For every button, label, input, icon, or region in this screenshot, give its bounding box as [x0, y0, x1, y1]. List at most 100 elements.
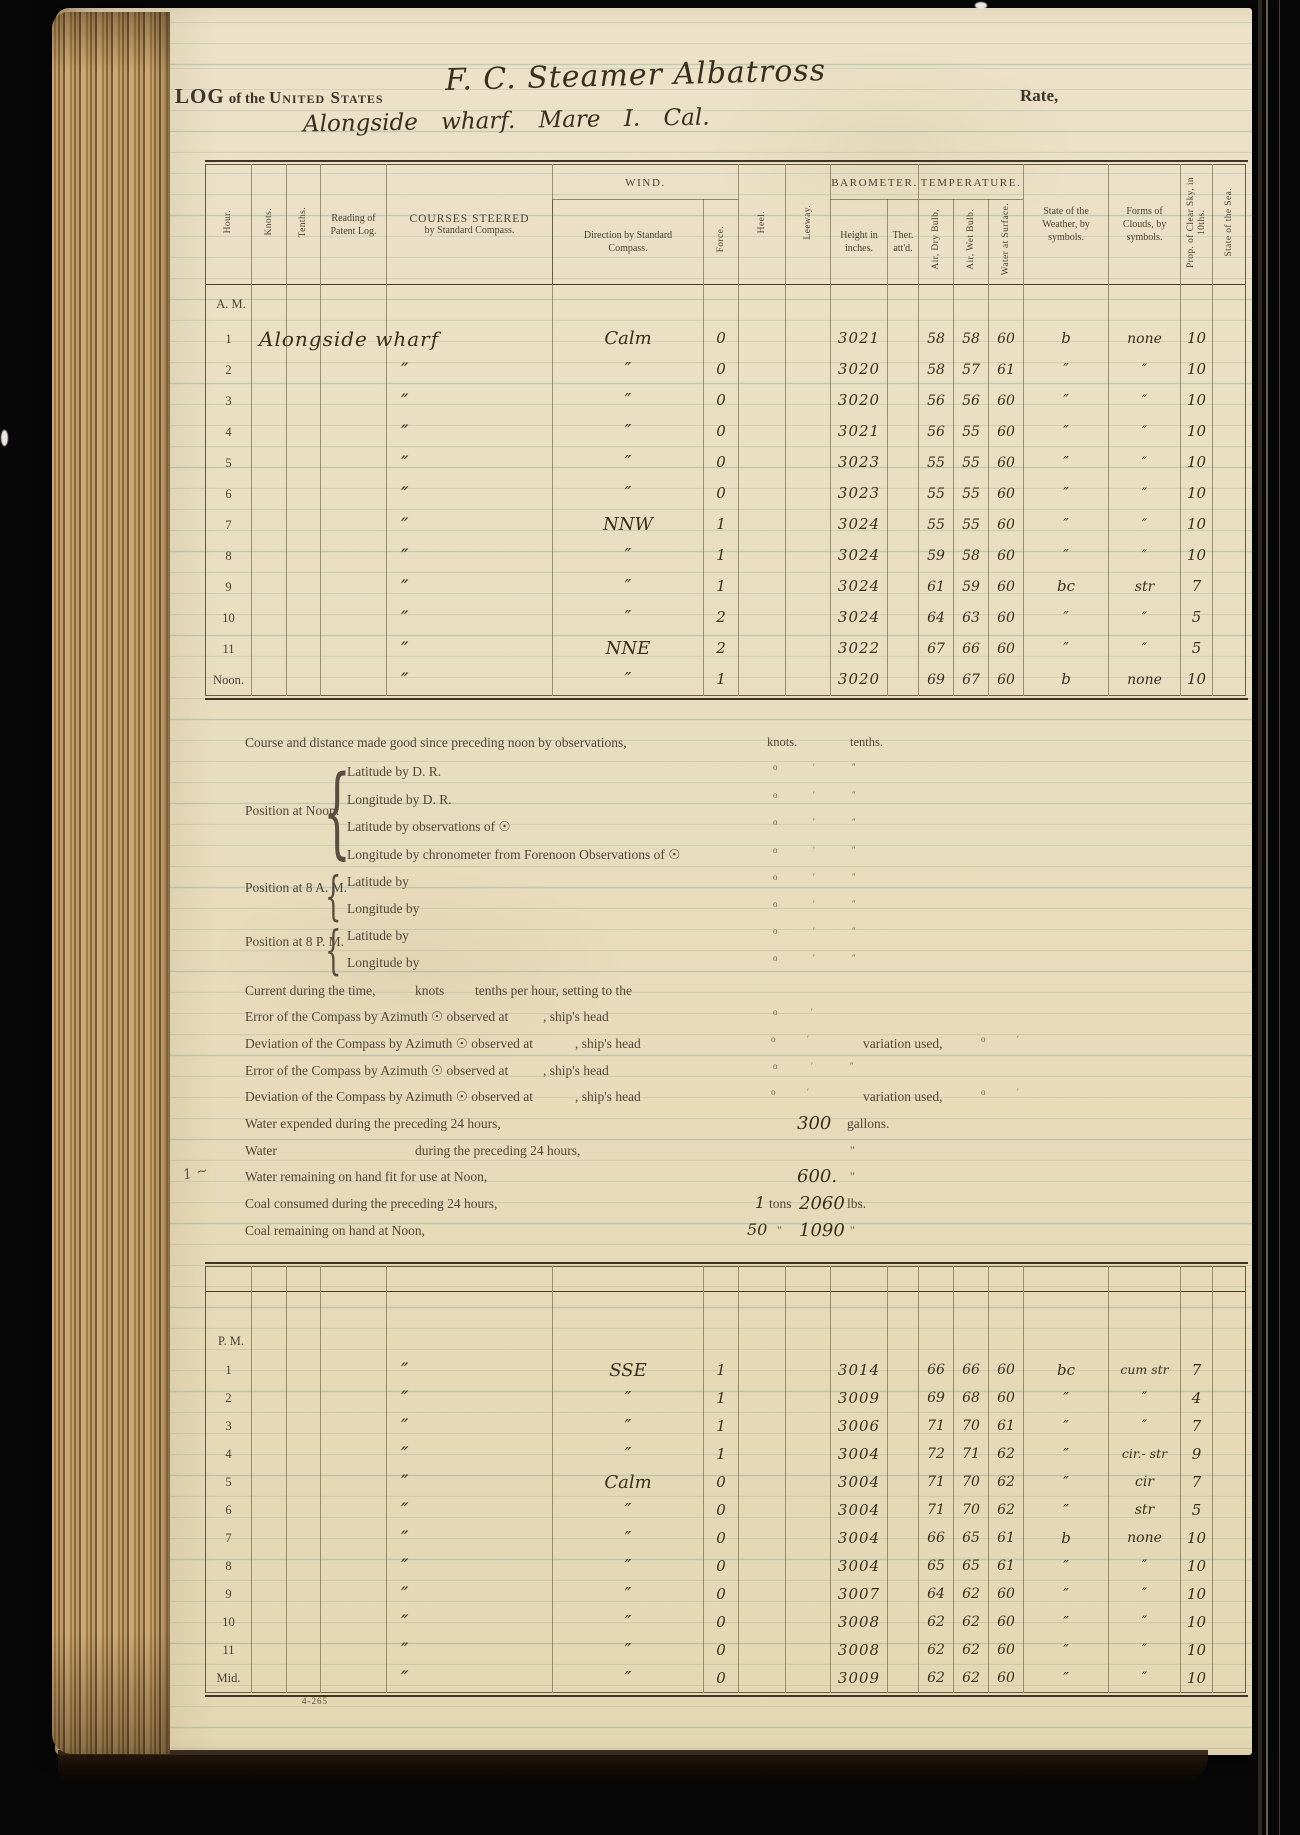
cell-wet: 55: [953, 447, 989, 478]
value-wind: ″: [624, 1443, 632, 1465]
degree-mark: o: [773, 1061, 778, 1071]
wind-direction-line2: Compass.: [608, 243, 648, 254]
value-wind: ″: [624, 359, 632, 380]
cell-weather: ″: [1023, 540, 1109, 571]
degree-mark: o: [773, 899, 778, 909]
cell-hour: 2: [205, 354, 252, 385]
value-clouds: ″: [1141, 454, 1148, 471]
cell-water: 62: [988, 1440, 1024, 1468]
air-dry-bulb-header: Air, Dry Bulb,: [918, 199, 954, 285]
cell-dry: 55: [918, 478, 954, 509]
value-wet: 70: [962, 1474, 980, 1490]
value-water: 60: [997, 547, 1015, 564]
log-row: 9 ″ ″ 0 3007 64 62 60 ″ ″ 10: [205, 1580, 1246, 1608]
value-course: ″: [401, 357, 409, 382]
cell-bar: 3004: [830, 1468, 888, 1496]
leeway-header: Leeway.: [785, 164, 831, 285]
log-row: P. M.: [205, 1291, 1246, 1356]
cell-force: 1: [703, 664, 739, 696]
cell-heel: [738, 571, 786, 602]
water-surface-header: Water at Surface.: [987, 199, 1025, 285]
value-wet: 68: [962, 1390, 980, 1406]
cell-tenths: [286, 447, 321, 478]
cell-ther: [887, 571, 919, 602]
clouds-header: Forms of Clouds, by symbols.: [1108, 164, 1181, 285]
cell-weather: ″: [1023, 1496, 1109, 1524]
value-force: 1: [716, 1360, 726, 1379]
cell-sky: 10: [1180, 385, 1213, 416]
cell-tenths: [286, 284, 321, 323]
value-wet: 67: [962, 671, 980, 688]
value-water: 60: [997, 609, 1015, 626]
cell-clouds: str: [1108, 571, 1181, 602]
current-line: Current during the time, knots tenths pe…: [55, 983, 1252, 1007]
cell-bar: 3021: [830, 416, 888, 447]
degree-mark: o: [773, 953, 778, 963]
cell-knots: [251, 1608, 287, 1636]
cell-wind: NNW: [552, 509, 704, 540]
cell-heel: [738, 354, 786, 385]
cell-tenths: [286, 1580, 321, 1608]
value-water: 61: [997, 1558, 1015, 1574]
cell-sea: [1212, 385, 1247, 416]
minute-mark: ′: [807, 1087, 809, 1097]
log-row: A. M.: [205, 284, 1247, 323]
cell-tenths: [286, 1664, 321, 1693]
value-sky: 10: [1186, 422, 1207, 440]
cell-weather: ″: [1023, 1552, 1109, 1580]
cell-course: ″: [386, 633, 553, 664]
cell-force: 0: [703, 1552, 739, 1580]
gallons-label: gallons.: [847, 1116, 890, 1131]
cell-sea: [1212, 1468, 1246, 1496]
cell-tenths: [286, 509, 321, 540]
cell-knots: [251, 284, 287, 323]
cell-ther: [887, 1468, 919, 1496]
cell-course: ″: [386, 447, 553, 478]
value-dry: 64: [927, 1586, 945, 1602]
error-text: Error of the Compass by Azimuth ☉ observ…: [245, 1063, 509, 1078]
degree-mark: o: [981, 1034, 986, 1044]
cell-wind: ″: [552, 1440, 704, 1468]
value-bar: 3004: [837, 1556, 881, 1575]
cell-wind: ″: [552, 416, 704, 447]
cell-sea: [1212, 447, 1247, 478]
cell-dry: [918, 1291, 954, 1356]
value-weather: ″: [1063, 1388, 1069, 1407]
value-bar: 3004: [837, 1500, 881, 1519]
value-weather: b: [1061, 329, 1071, 347]
cell-course: ″: [386, 1384, 553, 1412]
minute-mark: ′: [813, 845, 815, 855]
cell-ther: [887, 354, 919, 385]
cell-hour: 4: [205, 1440, 252, 1468]
cell-force: 1: [703, 1356, 739, 1384]
cell-patent: [320, 602, 387, 633]
cell-knots: [251, 602, 287, 633]
value-wet: 65: [962, 1558, 980, 1574]
value-clouds: none: [1127, 330, 1162, 347]
cell-wet: 70: [953, 1496, 989, 1524]
cell-wet: 66: [953, 1356, 989, 1384]
log-row: 6 ″ ″ 0 3023 55 55 60 ″ ″ 10: [205, 478, 1247, 509]
cell-weather: [1023, 284, 1109, 323]
value-wet: 62: [962, 1614, 980, 1630]
cell-knots: [251, 1440, 287, 1468]
value-wind: ″: [624, 1499, 632, 1521]
cell-wind: ″: [552, 385, 704, 416]
value-bar: 3024: [837, 608, 881, 626]
cell-patent: [320, 284, 387, 323]
second-mark: ″: [852, 926, 856, 936]
value-wind: ″: [624, 1667, 632, 1689]
barometer-group-header: BAROMETER.: [830, 164, 919, 200]
value-weather: ″: [1063, 1640, 1069, 1659]
cell-wet: 55: [953, 416, 989, 447]
cell-bar: 3021: [830, 323, 888, 354]
value-weather: ″: [1063, 360, 1069, 378]
cell-heel: [738, 416, 786, 447]
cell-bar: 3014: [830, 1356, 888, 1384]
cell-water: 61: [988, 1412, 1024, 1440]
value-hour: 8: [225, 548, 232, 563]
value-force: 0: [716, 391, 726, 409]
value-force: 0: [716, 1472, 726, 1491]
cell-course: ″: [386, 1496, 553, 1524]
cell-water: 60: [987, 571, 1024, 602]
